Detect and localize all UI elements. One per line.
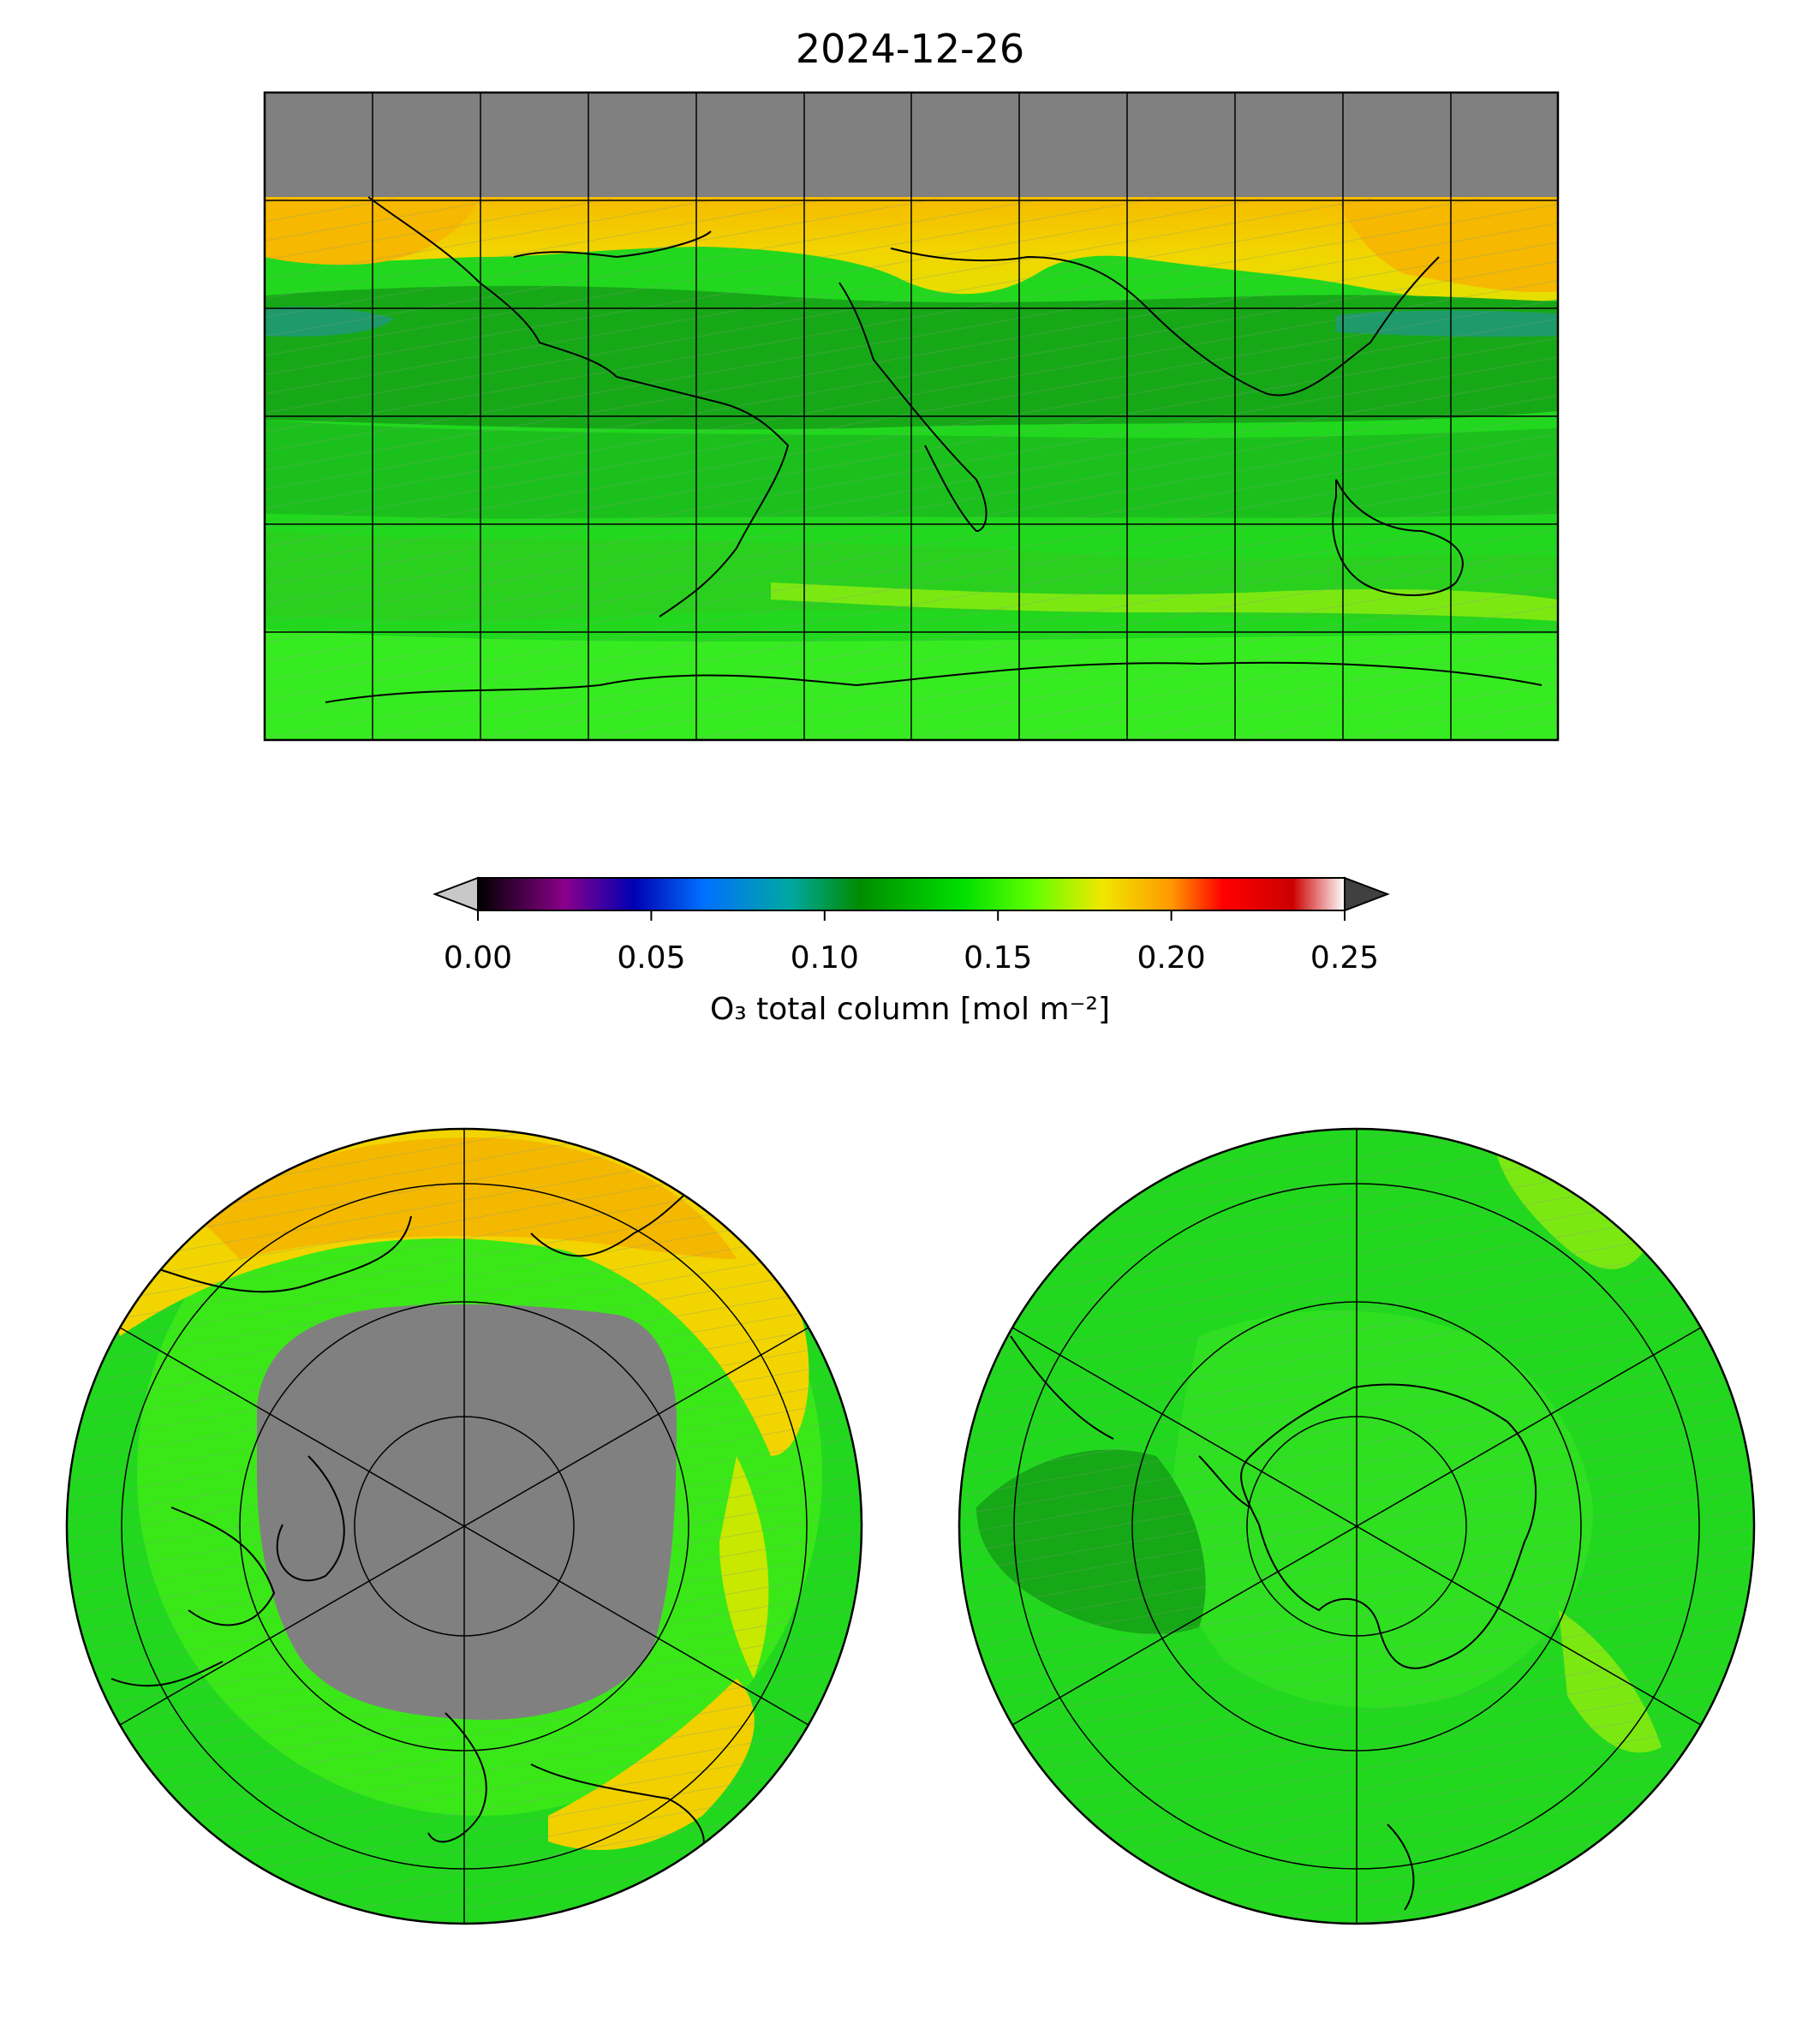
polar-night-missing-data — [257, 1304, 677, 1721]
colorbar-extend-under — [433, 876, 479, 912]
north-polar-map — [65, 1127, 863, 1925]
colorbar-ticks — [477, 910, 1346, 921]
coastlines — [1010, 1335, 1537, 1911]
colorbar-tick-label: 0.25 — [1310, 940, 1380, 976]
graticule — [119, 1129, 809, 1924]
graticule — [265, 92, 1558, 740]
colorbar-extend-over — [1344, 876, 1390, 912]
colorbar-tick-label: 0.00 — [443, 940, 513, 976]
map-title: 2024-12-26 — [795, 26, 1025, 72]
south-polar-map — [958, 1127, 1756, 1925]
global-map — [265, 92, 1558, 740]
south-polar-map-frame — [958, 1127, 1756, 1925]
colorbar — [433, 876, 1390, 921]
coastlines — [325, 196, 1543, 703]
colorbar-tick-label: 0.15 — [964, 940, 1033, 976]
north-polar-map-frame — [65, 1127, 863, 1925]
colorbar-tick-label: 0.20 — [1137, 940, 1206, 976]
colorbar-tick-label: 0.05 — [617, 940, 686, 976]
colorbar-tick-label: 0.10 — [790, 940, 859, 976]
colorbar-label: O₃ total column [mol m⁻²] — [709, 992, 1111, 1027]
colorbar-gradient — [477, 877, 1346, 911]
graticule — [1011, 1129, 1702, 1924]
global-map-frame — [263, 91, 1560, 742]
